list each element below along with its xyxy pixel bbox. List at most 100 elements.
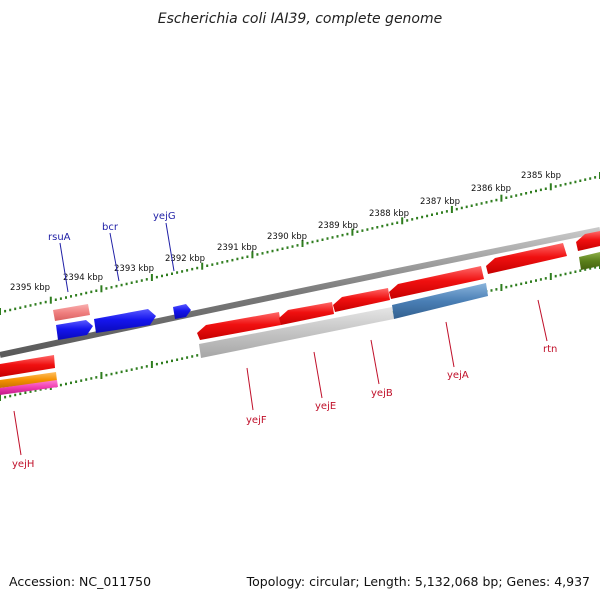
upper-ruler-minor-tick — [44, 300, 47, 304]
upper-ruler-major-tick — [301, 240, 304, 247]
gene-bcr-neighbor[interactable] — [56, 320, 93, 340]
upper-ruler-minor-tick — [535, 189, 537, 193]
genome-backbone — [0, 227, 600, 358]
lower-ruler-major-tick — [150, 361, 153, 368]
upper-ruler-minor-tick — [14, 307, 17, 311]
upper-ruler-minor-tick — [445, 210, 448, 213]
upper-ruler-minor-tick — [311, 240, 314, 244]
lower-ruler-minor-tick — [569, 271, 572, 275]
lower-track-genes — [0, 252, 600, 395]
upper-ruler-minor-tick — [105, 287, 108, 290]
upper-ruler-major-tick — [0, 308, 1, 315]
upper-ruler-minor-tick — [281, 247, 284, 250]
upper-ruler-minor-tick — [226, 260, 229, 263]
upper-ruler-minor-tick — [460, 206, 463, 210]
upper-ruler-minor-tick — [574, 180, 577, 184]
upper-ruler-minor-tick — [115, 284, 118, 288]
gene-label-yejG[interactable]: yejG — [153, 211, 176, 222]
upper-ruler-minor-tick — [554, 185, 557, 188]
kbp-label-2389: 2389 kbp — [318, 221, 358, 231]
upper-ruler-minor-tick — [371, 227, 374, 230]
gene-left-magenta[interactable] — [0, 380, 58, 395]
gene-label-yejF[interactable]: yejF — [246, 415, 267, 426]
upper-ruler-minor-tick — [326, 237, 329, 240]
upper-ruler-minor-tick — [441, 211, 443, 214]
upper-ruler-minor-tick — [291, 245, 294, 248]
leader-yejB — [370, 339, 380, 385]
gene-bcr[interactable] — [94, 309, 156, 333]
upper-ruler-minor-tick — [39, 301, 42, 305]
lower-ruler-minor-tick — [594, 266, 597, 269]
upper-ruler-minor-tick — [376, 226, 379, 229]
lower-ruler-minor-tick — [579, 269, 582, 272]
gene-label-yejH[interactable]: yejH — [12, 459, 34, 470]
gene-label-rsuA[interactable]: rsuA — [48, 232, 71, 243]
lower-ruler-major-tick — [549, 273, 552, 280]
gene-label-yejA[interactable]: yejA — [447, 370, 469, 381]
upper-ruler-minor-tick — [186, 269, 189, 272]
upper-ruler-minor-tick — [336, 235, 339, 238]
lower-ruler-minor-tick — [39, 388, 42, 391]
upper-ruler-minor-tick — [145, 278, 148, 281]
upper-ruler-minor-tick — [181, 270, 184, 273]
lower-ruler-minor-tick — [24, 391, 27, 394]
upper-ruler-minor-tick — [431, 213, 433, 216]
lower-ruler-minor-tick — [4, 395, 7, 399]
gene-yejF[interactable] — [197, 312, 281, 340]
accession-text: Accession: NC_011750 — [9, 574, 151, 589]
upper-ruler-minor-tick — [416, 216, 419, 220]
gene-label-rtn[interactable]: rtn — [543, 344, 557, 355]
label-leader-lines — [13, 222, 548, 456]
gene-steel-block[interactable] — [392, 283, 488, 319]
upper-ruler-minor-tick — [421, 215, 424, 219]
lower-ruler-minor-tick — [75, 380, 78, 383]
lower-ruler-minor-tick — [65, 382, 67, 386]
upper-ruler-minor-tick — [271, 249, 274, 253]
upper-ruler-major-tick — [100, 285, 103, 293]
lower-ruler-major-tick — [0, 394, 1, 401]
kbp-label-2395: 2395 kbp — [10, 283, 50, 293]
gene-yejE[interactable] — [279, 302, 334, 325]
upper-ruler-major-tick — [549, 183, 552, 191]
upper-ruler-minor-tick — [475, 203, 478, 206]
upper-ruler-minor-tick — [391, 222, 394, 226]
upper-ruler-minor-tick — [9, 308, 12, 312]
upper-ruler-minor-tick — [256, 253, 259, 256]
lower-ruler-minor-tick — [145, 365, 148, 368]
upper-ruler-minor-tick — [306, 241, 309, 245]
gene-yejA[interactable] — [389, 266, 484, 299]
upper-ruler-minor-tick — [70, 295, 72, 298]
gene-yejB[interactable] — [333, 288, 390, 312]
gene-olive-block[interactable] — [579, 252, 600, 270]
lower-ruler-minor-tick — [191, 355, 194, 358]
kbp-label-2393: 2393 kbp — [114, 264, 154, 274]
upper-ruler-minor-tick — [470, 204, 473, 207]
lower-ruler-minor-tick — [515, 283, 518, 287]
lower-ruler-minor-tick — [544, 277, 547, 280]
gene-label-bcr[interactable]: bcr — [102, 222, 119, 233]
upper-ruler-minor-tick — [24, 305, 27, 308]
upper-ruler-minor-tick — [155, 275, 158, 279]
gene-left-red[interactable] — [0, 355, 55, 377]
lower-ruler-minor-tick — [181, 357, 184, 360]
gene-rtn[interactable] — [486, 243, 567, 274]
gene-label-yejB[interactable]: yejB — [371, 388, 393, 399]
upper-ruler-minor-tick — [539, 188, 542, 192]
upper-ruler-minor-tick — [206, 264, 209, 267]
gene-label-yejE[interactable]: yejE — [315, 401, 336, 412]
upper-ruler-major-tick — [401, 217, 404, 225]
lower-ruler-minor-tick — [90, 377, 93, 380]
upper-ruler-major-tick — [201, 262, 204, 270]
gene-left-orange[interactable] — [0, 372, 57, 388]
upper-ruler-major-tick — [150, 274, 153, 281]
gene-yejG[interactable] — [173, 304, 191, 319]
upper-ruler-minor-tick — [436, 212, 438, 215]
upper-ruler-minor-tick — [296, 244, 299, 247]
upper-ruler-minor-tick — [171, 272, 173, 275]
gene-right-edge-red[interactable] — [576, 231, 600, 251]
gene-rsuA[interactable] — [53, 304, 90, 321]
gene-gray-block[interactable] — [199, 307, 394, 358]
upper-ruler-minor-tick — [236, 257, 239, 261]
lower-ruler-minor-tick — [70, 381, 72, 385]
lower-ruler-minor-tick — [171, 359, 173, 363]
